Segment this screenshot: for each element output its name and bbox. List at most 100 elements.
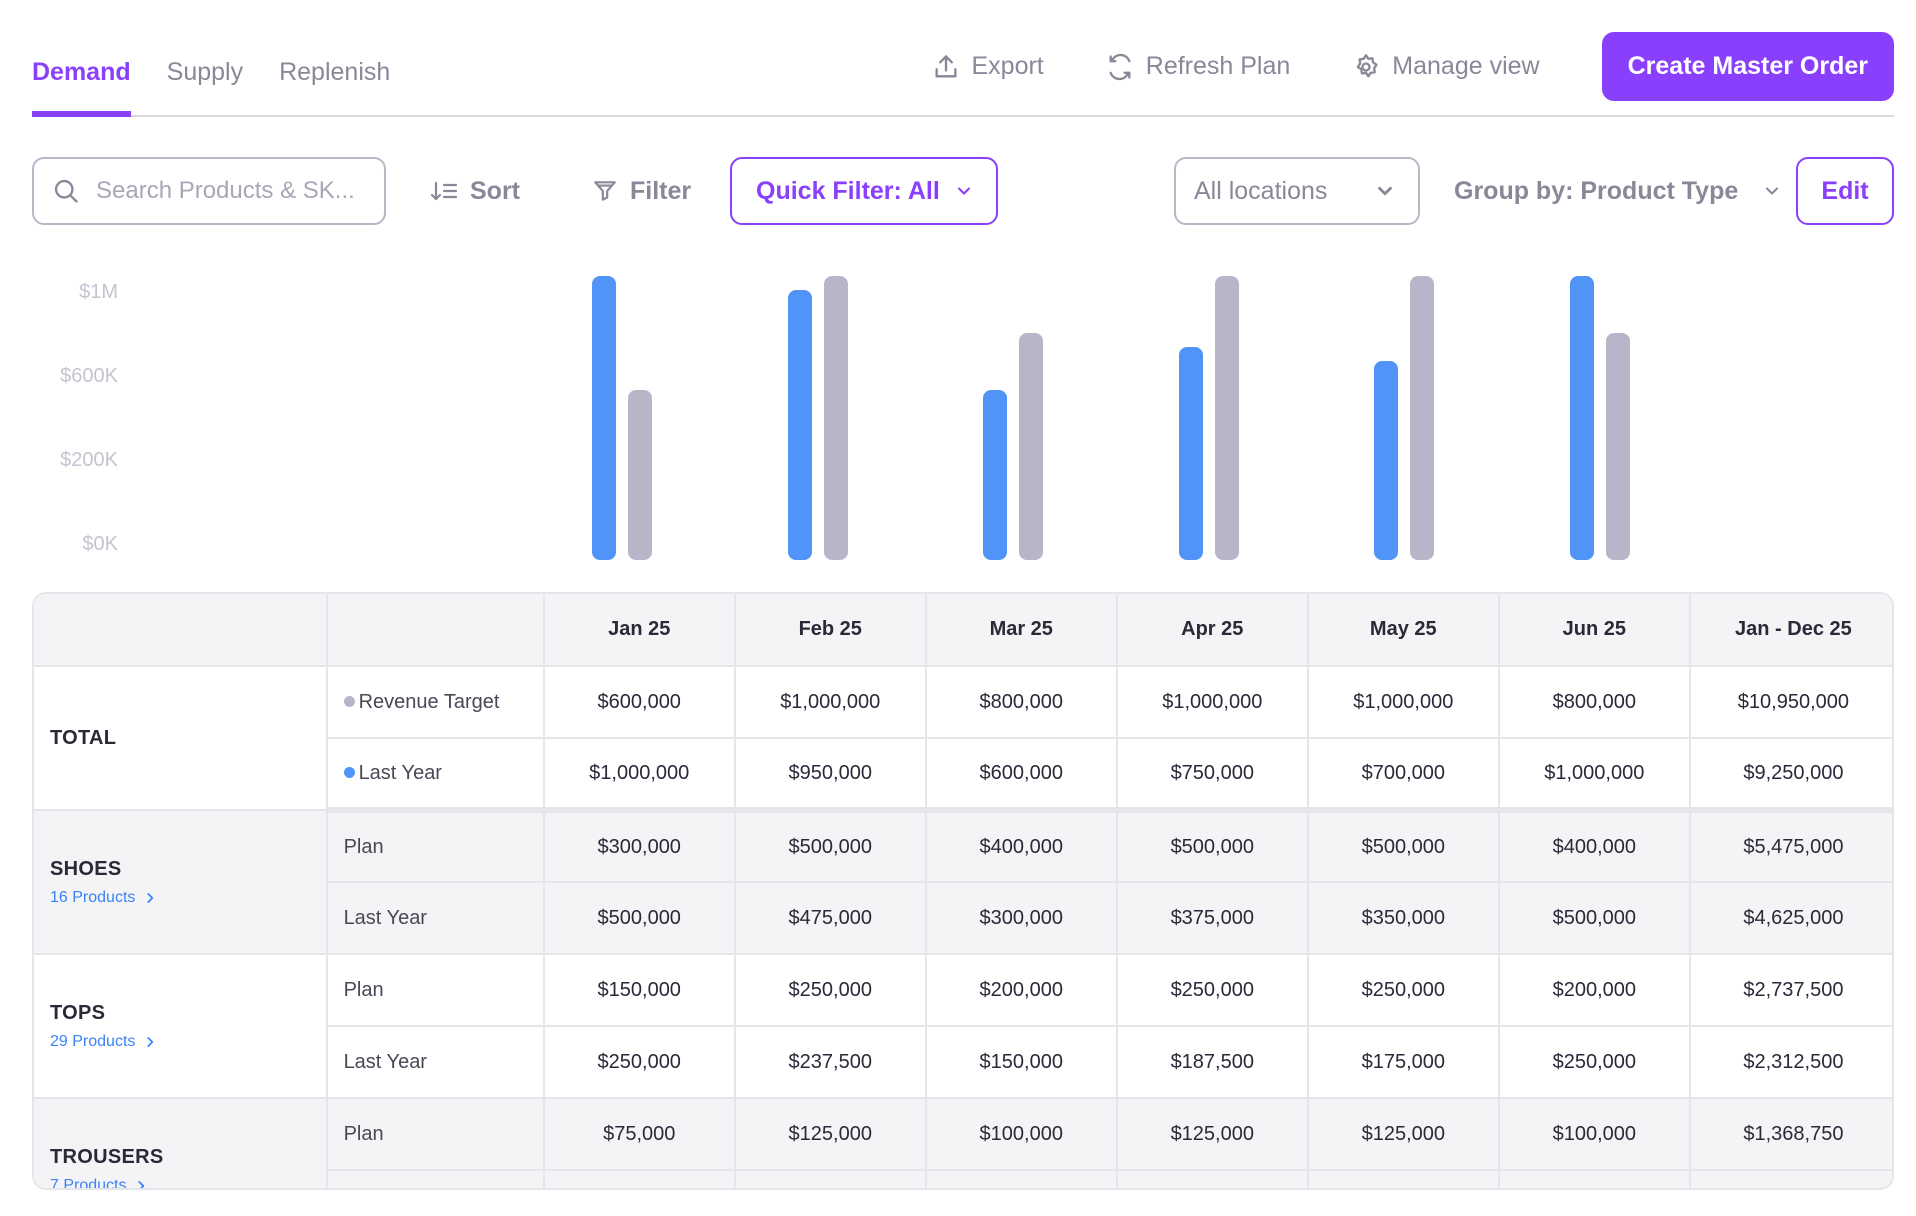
value-cell[interactable]: $75,000: [543, 1098, 736, 1171]
value-cell[interactable]: [1689, 1170, 1892, 1188]
value-cell[interactable]: $1,000,000: [543, 738, 736, 813]
chart-bar-last-year[interactable]: [1569, 276, 1594, 560]
value-cell[interactable]: $950,000: [734, 738, 927, 813]
chevron-down-icon: [1766, 187, 1779, 195]
value-cell[interactable]: $600,000: [925, 738, 1118, 813]
chart-bar-revenue-target[interactable]: [1214, 276, 1239, 560]
locations-select[interactable]: All locations: [1174, 157, 1420, 225]
value-cell[interactable]: $300,000: [925, 882, 1118, 955]
export-label: Export: [971, 52, 1044, 80]
value-cell[interactable]: $500,000: [1307, 810, 1500, 883]
value-cell[interactable]: $1,000,000: [1498, 738, 1691, 813]
value-cell[interactable]: $800,000: [1498, 666, 1691, 739]
value-cell[interactable]: $175,000: [1307, 1026, 1500, 1099]
value-cell[interactable]: [734, 1170, 927, 1188]
value-cell[interactable]: $800,000: [925, 666, 1118, 739]
quick-filter-dropdown[interactable]: Quick Filter: All: [730, 157, 998, 225]
value-cell[interactable]: $125,000: [1116, 1098, 1309, 1171]
chart-bar-last-year[interactable]: [983, 389, 1007, 560]
value-cell[interactable]: $237,500: [734, 1026, 927, 1099]
value-cell[interactable]: [1116, 1170, 1309, 1188]
value-cell[interactable]: $4,625,000: [1689, 882, 1892, 955]
value-cell[interactable]: $475,000: [734, 882, 927, 955]
product-count-link[interactable]: 7 Products: [50, 1177, 326, 1188]
group-name: SHOES: [50, 857, 122, 880]
value-cell[interactable]: $2,312,500: [1689, 1026, 1892, 1099]
value-cell[interactable]: [543, 1170, 736, 1188]
value-cell[interactable]: $600,000: [543, 666, 736, 739]
tab-replenish[interactable]: Replenish: [279, 58, 391, 86]
value-cell[interactable]: $750,000: [1116, 738, 1309, 813]
value-cell[interactable]: $100,000: [925, 1098, 1118, 1171]
table-row: Last Year: [34, 1170, 1892, 1188]
metric-label-cell: Plan: [326, 1098, 545, 1171]
value-cell[interactable]: $150,000: [925, 1026, 1118, 1099]
edit-button[interactable]: Edit: [1796, 157, 1894, 225]
product-count-link[interactable]: 16 Products: [50, 889, 326, 907]
y-tick-label: $0K: [82, 533, 118, 555]
tab-demand[interactable]: Demand: [32, 0, 131, 117]
value-cell[interactable]: $300,000: [543, 810, 736, 883]
metric-label-cell: Revenue Target: [326, 666, 545, 739]
value-cell[interactable]: $350,000: [1307, 882, 1500, 955]
export-button[interactable]: Export: [932, 52, 1044, 81]
chart-bar-revenue-target[interactable]: [1019, 332, 1043, 560]
value-cell[interactable]: $250,000: [734, 954, 927, 1027]
value-cell[interactable]: $10,950,000: [1689, 666, 1892, 739]
create-master-order-button[interactable]: Create Master Order: [1601, 32, 1894, 101]
value-cell[interactable]: $250,000: [543, 1026, 736, 1099]
value-cell[interactable]: [925, 1170, 1118, 1188]
value-cell[interactable]: $500,000: [1116, 810, 1309, 883]
filter-button[interactable]: Filter: [592, 157, 691, 225]
value-cell[interactable]: $400,000: [1498, 810, 1691, 883]
value-cell[interactable]: $400,000: [925, 810, 1118, 883]
value-cell[interactable]: $125,000: [1307, 1098, 1500, 1171]
value-cell[interactable]: $250,000: [1307, 954, 1500, 1027]
group-name: TOTAL: [50, 726, 117, 749]
value-cell[interactable]: $200,000: [1498, 954, 1691, 1027]
group-by-dropdown[interactable]: Group by: Product Type: [1454, 157, 1782, 225]
group-cell: TOTAL: [34, 666, 328, 811]
demand-grid: Jan 25 Feb 25 Mar 25 Apr 25 May 25 Jun 25 Jan …: [34, 594, 1892, 1188]
product-count-link[interactable]: 29 Products: [50, 1033, 326, 1051]
value-cell[interactable]: $1,000,000: [1116, 666, 1309, 739]
value-cell[interactable]: $500,000: [734, 810, 927, 883]
value-cell[interactable]: $150,000: [543, 954, 736, 1027]
search-input[interactable]: [96, 177, 366, 205]
value-cell[interactable]: $375,000: [1116, 882, 1309, 955]
chart-bar-revenue-target[interactable]: [1605, 332, 1630, 560]
metric-label-cell: Last Year: [326, 1170, 545, 1188]
value-cell[interactable]: [1307, 1170, 1500, 1188]
column-header: Jan 25: [543, 594, 736, 667]
chart-bar-last-year[interactable]: [1178, 347, 1203, 560]
refresh-plan-button[interactable]: Refresh Plan: [1106, 52, 1290, 81]
value-cell[interactable]: $200,000: [925, 954, 1118, 1027]
value-cell[interactable]: $9,250,000: [1689, 738, 1892, 813]
value-cell[interactable]: $1,368,750: [1689, 1098, 1892, 1171]
value-cell[interactable]: $250,000: [1116, 954, 1309, 1027]
column-header: Mar 25: [925, 594, 1118, 667]
value-cell[interactable]: $250,000: [1498, 1026, 1691, 1099]
value-cell[interactable]: $1,000,000: [734, 666, 927, 739]
value-cell[interactable]: $5,475,000: [1689, 810, 1892, 883]
value-cell[interactable]: $125,000: [734, 1098, 927, 1171]
value-cell[interactable]: $500,000: [543, 882, 736, 955]
value-cell[interactable]: $500,000: [1498, 882, 1691, 955]
tab-supply[interactable]: Supply: [166, 58, 244, 86]
chart-bar-last-year[interactable]: [592, 276, 616, 560]
value-cell[interactable]: [1498, 1170, 1691, 1188]
value-cell[interactable]: $2,737,500: [1689, 954, 1892, 1027]
metric-label: Revenue Target: [358, 690, 500, 713]
chart-bar-revenue-target[interactable]: [823, 276, 848, 560]
chart-bar-last-year[interactable]: [787, 290, 812, 560]
manage-view-button[interactable]: Manage view: [1352, 52, 1540, 81]
sort-button[interactable]: Sort: [430, 157, 520, 225]
metric-label-cell: Plan: [326, 954, 545, 1027]
chart-bar-revenue-target[interactable]: [1410, 276, 1434, 560]
value-cell[interactable]: $100,000: [1498, 1098, 1691, 1171]
value-cell[interactable]: $187,500: [1116, 1026, 1309, 1099]
value-cell[interactable]: $1,000,000: [1307, 666, 1500, 739]
chart-bar-last-year[interactable]: [1374, 361, 1398, 560]
chart-bar-revenue-target[interactable]: [628, 389, 652, 560]
value-cell[interactable]: $700,000: [1307, 738, 1500, 813]
